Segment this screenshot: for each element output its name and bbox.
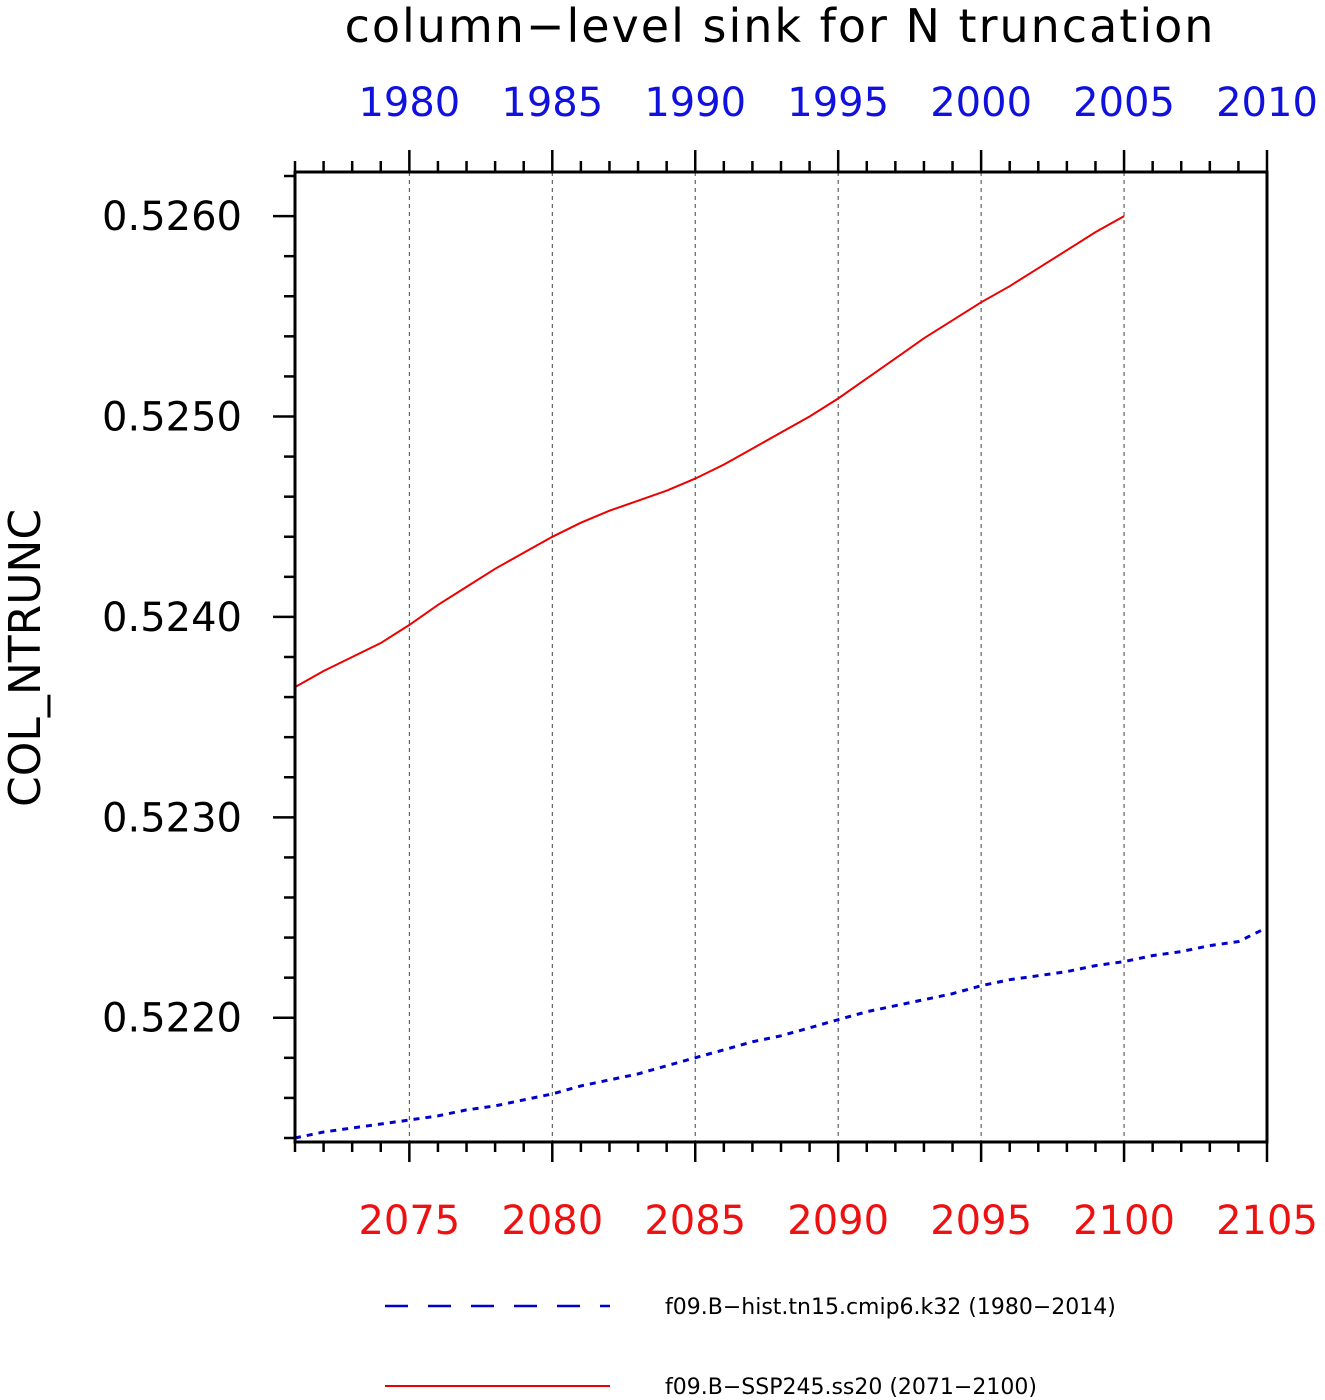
legend-label: f09.B−SSP245.ss20 (2071−2100) <box>665 1375 1037 1400</box>
hist-series-line <box>294 926 1268 1140</box>
bottom-tick-label: 2075 <box>358 1198 460 1244</box>
top-tick-label: 1990 <box>644 80 746 126</box>
chart-title: column−level sink for N truncation <box>345 0 1216 53</box>
ssp245-series-line <box>294 215 1125 688</box>
y-tick-label: 0.5220 <box>102 996 242 1042</box>
bottom-tick-label: 2085 <box>644 1198 746 1244</box>
axis-ticks <box>273 150 1269 1162</box>
series-layer <box>294 215 1268 1140</box>
top-tick-label: 2005 <box>1073 80 1175 126</box>
top-tick-label: 1995 <box>787 80 889 126</box>
plot-frame <box>293 170 1269 1144</box>
y-tick-label: 0.5260 <box>102 194 242 240</box>
bottom-tick-label: 2105 <box>1216 1198 1318 1244</box>
y-tick-label: 0.5230 <box>102 795 242 841</box>
y-tick-label: 0.5240 <box>102 595 242 641</box>
bottom-tick-label: 2100 <box>1073 1198 1175 1244</box>
top-tick-label: 2000 <box>930 80 1032 126</box>
top-tick-label: 2010 <box>1216 80 1318 126</box>
axis-tick-labels: 0.5220 0.5230 0.5240 0.5250 0.5260 2075 2080 20… <box>102 80 1318 1244</box>
bottom-tick-label: 2080 <box>501 1198 603 1244</box>
y-tick-label: 0.5250 <box>102 395 242 441</box>
bottom-tick-label: 2095 <box>930 1198 1032 1244</box>
legend: f09.B−hist.tn15.cmip6.k32 (1980−2014) f09… <box>385 1295 1116 1400</box>
bottom-tick-label: 2090 <box>787 1198 889 1244</box>
legend-label: f09.B−hist.tn15.cmip6.k32 (1980−2014) <box>665 1295 1116 1320</box>
grid-lines <box>408 172 1125 1142</box>
y-axis-label: COL_NTRUNC <box>0 509 51 807</box>
top-tick-label: 1980 <box>358 80 460 126</box>
top-tick-label: 1985 <box>501 80 603 126</box>
